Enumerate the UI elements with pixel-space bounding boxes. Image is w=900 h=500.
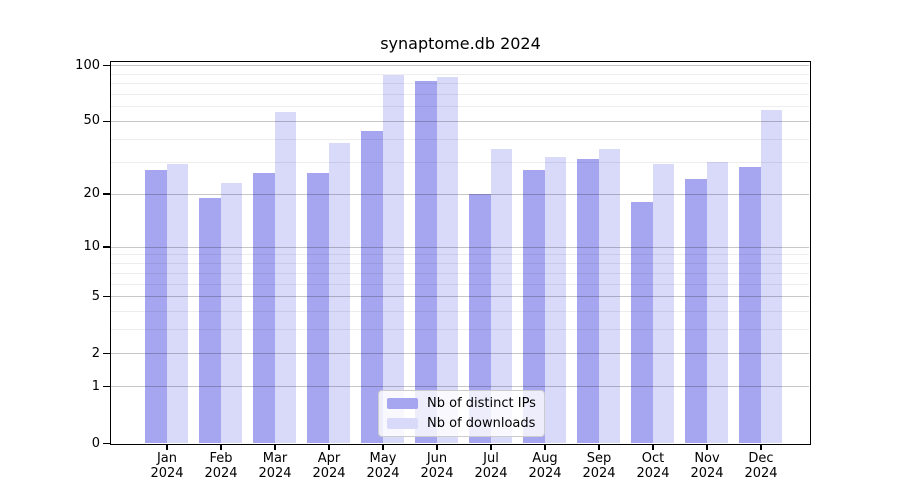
y-tick-2 <box>103 352 110 355</box>
y-tick-label-1: 1 <box>91 378 100 394</box>
gridline-minor-70 <box>111 93 809 95</box>
bar-may-distinct-ips <box>361 131 383 443</box>
bar-aug-distinct-ips <box>523 170 545 443</box>
y-tick-label-50: 50 <box>83 113 100 129</box>
x-tick-jul <box>490 445 492 450</box>
bar-dec-downloads <box>760 110 782 443</box>
bar-sep-distinct-ips <box>577 159 599 443</box>
gridline-major-10 <box>111 246 809 248</box>
gridline-minor-8 <box>111 263 809 265</box>
bar-aug-downloads <box>544 156 566 443</box>
bar-jul-downloads <box>490 149 512 443</box>
x-tick-feb <box>220 445 222 450</box>
legend-item-downloads: Nb of downloads <box>387 416 536 433</box>
gridline-minor-3 <box>111 329 809 331</box>
y-tick-label-0: 0 <box>91 435 100 451</box>
y-tick-label-2: 2 <box>91 345 100 361</box>
x-tick-mar <box>274 445 276 450</box>
x-tick-label-dec: Dec 2024 <box>744 451 778 481</box>
legend-swatch-downloads <box>387 418 418 430</box>
bar-may-downloads <box>382 75 404 443</box>
bar-oct-downloads <box>652 164 674 443</box>
y-tick-50 <box>103 120 110 123</box>
bar-jul-distinct-ips <box>469 193 491 443</box>
x-tick-sep <box>598 445 600 450</box>
gridline-minor-9 <box>111 254 809 256</box>
bar-apr-downloads <box>328 142 350 443</box>
x-tick-oct <box>652 445 654 450</box>
plot-inner <box>111 62 809 443</box>
bar-feb-distinct-ips <box>199 197 221 443</box>
gridline-major-100 <box>111 65 809 66</box>
x-tick-label-sep: Sep 2024 <box>582 451 616 481</box>
y-tick-5 <box>103 295 110 298</box>
bar-oct-distinct-ips <box>631 201 653 443</box>
bar-nov-downloads <box>706 161 728 443</box>
y-tick-0 <box>103 442 110 445</box>
x-tick-label-jan: Jan 2024 <box>150 451 184 481</box>
x-tick-label-aug: Aug 2024 <box>528 451 562 481</box>
x-tick-nov <box>706 445 708 450</box>
x-tick-label-nov: Nov 2024 <box>690 451 724 481</box>
y-tick-label-5: 5 <box>91 288 100 304</box>
legend-label-downloads: Nb of downloads <box>427 416 536 432</box>
x-tick-may <box>382 445 384 450</box>
legend: Nb of distinct IPs Nb of downloads <box>378 390 545 437</box>
gridline-major-50 <box>111 120 809 122</box>
x-tick-apr <box>328 445 330 450</box>
y-tick-1 <box>103 385 110 388</box>
gridline-minor-90 <box>111 73 809 75</box>
x-tick-label-feb: Feb 2024 <box>204 451 238 481</box>
bar-mar-downloads <box>274 111 296 443</box>
x-tick-label-jul: Jul 2024 <box>474 451 508 481</box>
legend-swatch-distinct-ips <box>387 397 418 409</box>
gridline-minor-60 <box>111 106 809 108</box>
bar-nov-distinct-ips <box>685 179 707 443</box>
y-tick-100 <box>103 64 110 67</box>
x-tick-label-jun: Jun 2024 <box>420 451 454 481</box>
x-tick-aug <box>544 445 546 450</box>
bar-feb-downloads <box>220 182 242 443</box>
gridline-major-1 <box>111 386 809 388</box>
gridline-major-2 <box>111 353 809 355</box>
gridline-major-20 <box>111 193 809 195</box>
legend-label-distinct-ips: Nb of distinct IPs <box>427 395 536 411</box>
gridline-minor-4 <box>111 311 809 313</box>
gridline-major-5 <box>111 296 809 298</box>
x-tick-dec <box>760 445 762 450</box>
bar-jan-distinct-ips <box>145 170 167 443</box>
y-tick-label-10: 10 <box>83 239 100 255</box>
plot-area <box>110 61 811 445</box>
y-tick-20 <box>103 193 110 195</box>
gridline-minor-40 <box>111 138 809 140</box>
y-tick-10 <box>103 246 110 248</box>
x-tick-label-apr: Apr 2024 <box>312 451 346 481</box>
gridline-minor-7 <box>111 272 809 274</box>
x-tick-jun <box>436 445 438 450</box>
y-tick-label-20: 20 <box>83 186 100 202</box>
bar-jan-downloads <box>166 164 188 443</box>
legend-item-distinct-ips: Nb of distinct IPs <box>387 395 536 412</box>
chart-title: synaptome.db 2024 <box>380 34 541 53</box>
gridline-minor-6 <box>111 283 809 285</box>
x-tick-jan <box>166 445 168 450</box>
bar-apr-distinct-ips <box>307 173 329 443</box>
x-tick-label-mar: Mar 2024 <box>258 451 292 481</box>
x-tick-label-oct: Oct 2024 <box>636 451 670 481</box>
x-tick-label-may: May 2024 <box>366 451 400 481</box>
gridline-minor-80 <box>111 83 809 85</box>
bar-jun-downloads <box>436 77 458 443</box>
bar-mar-distinct-ips <box>253 173 275 443</box>
gridline-minor-30 <box>111 161 809 163</box>
bar-dec-distinct-ips <box>739 167 761 443</box>
bar-jun-distinct-ips <box>415 81 437 443</box>
y-tick-label-100: 100 <box>75 57 100 73</box>
bar-sep-downloads <box>598 149 620 443</box>
